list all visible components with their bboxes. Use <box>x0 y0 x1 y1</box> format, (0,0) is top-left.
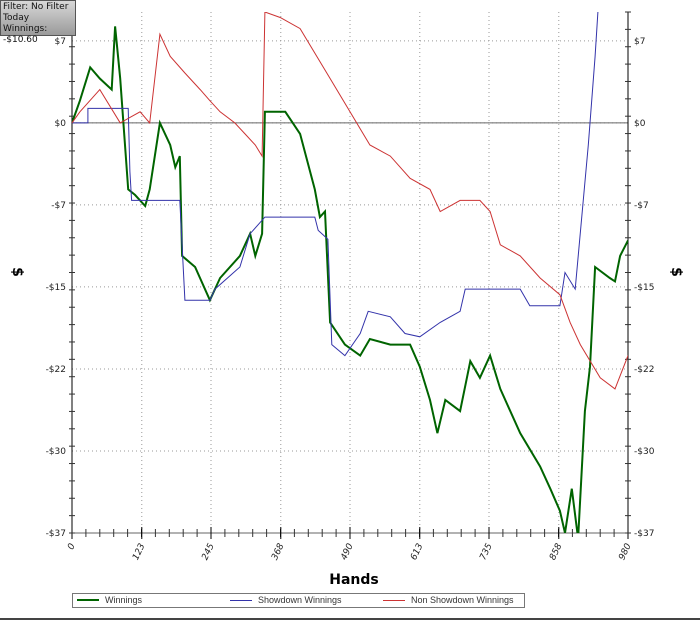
x-tick-label: 735 <box>478 542 494 562</box>
y-tick-label-right: -$22 <box>634 365 654 375</box>
legend-label: Non Showdown Winnings <box>411 595 514 605</box>
y-tick-label-right: $0 <box>634 119 646 129</box>
period-label: Today <box>3 13 30 23</box>
legend-item-non-showdown: Non Showdown Winnings <box>383 595 514 605</box>
x-tick-label: 0 <box>66 542 78 552</box>
legend-swatch <box>383 599 405 601</box>
legend: Winnings Showdown Winnings Non Showdown … <box>72 593 525 608</box>
x-tick-label: 245 <box>200 542 216 562</box>
y-tick-label-left: -$30 <box>46 447 67 457</box>
legend-swatch <box>230 599 252 601</box>
x-tick-label: 613 <box>409 542 425 562</box>
x-tick-label: 368 <box>270 542 286 562</box>
y-tick-label-left: -$7 <box>51 201 66 211</box>
legend-label: Winnings <box>105 595 143 605</box>
series-line-showdown-winnings <box>72 12 599 357</box>
x-tick-label: 980 <box>617 542 633 562</box>
y-axis-title-right: $ <box>668 267 684 277</box>
x-tick-label: 123 <box>131 542 147 562</box>
filter-label: Filter: No Filter <box>3 2 69 12</box>
series-line-winnings <box>72 26 628 533</box>
x-tick-label: 490 <box>339 542 355 562</box>
legend-item-winnings: Winnings <box>77 595 142 605</box>
y-tick-label-right: -$7 <box>634 201 649 211</box>
filter-info-box: Filter: No Filter Today Winnings: -$10.6… <box>0 0 76 45</box>
legend-swatch <box>77 599 99 601</box>
legend-label: Showdown Winnings <box>258 595 342 605</box>
y-axis-title-left: $ <box>9 267 25 277</box>
y-tick-label-right: $7 <box>634 37 645 47</box>
y-tick-label-left: $7 <box>55 37 66 47</box>
y-tick-label-left: -$22 <box>46 365 66 375</box>
series-line-non-showdown-winnings <box>72 12 628 390</box>
y-tick-label-right: -$30 <box>634 447 655 457</box>
y-tick-label-left: -$15 <box>46 283 66 293</box>
y-tick-label-left: -$37 <box>46 529 66 539</box>
y-tick-label-right: -$15 <box>634 283 654 293</box>
winnings-total: Winnings: -$10.60 <box>3 24 48 45</box>
y-tick-label-right: -$37 <box>634 529 654 539</box>
y-tick-label-left: $0 <box>55 119 67 129</box>
x-axis-title: Hands <box>329 572 379 588</box>
legend-item-showdown: Showdown Winnings <box>230 595 342 605</box>
x-tick-label: 858 <box>548 542 564 562</box>
